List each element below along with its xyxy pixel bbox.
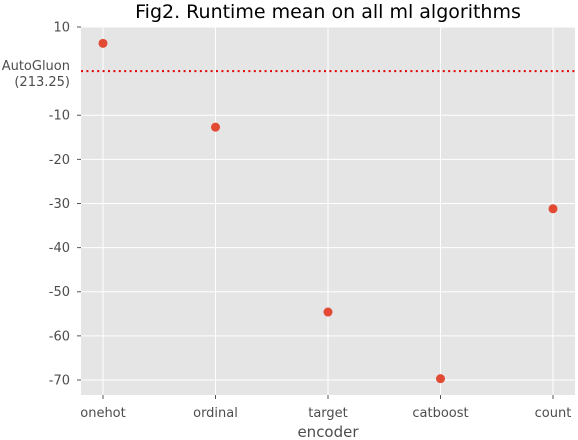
data-points bbox=[98, 38, 558, 384]
y-tick-labels: 10 -10 -20 -30 -40 -50 -60 -70 bbox=[49, 21, 70, 389]
x-tick-label: onehot bbox=[80, 406, 125, 421]
y-tick-label: 10 bbox=[53, 21, 70, 36]
reference-label-line1: AutoGluon bbox=[2, 59, 70, 74]
x-axis-label: encoder bbox=[297, 423, 359, 440]
chart-title: Fig2. Runtime mean on all ml algorithms bbox=[135, 1, 521, 23]
x-tick-label: target bbox=[308, 406, 348, 421]
x-tick-label: ordinal bbox=[193, 406, 238, 421]
data-point-onehot bbox=[98, 38, 108, 48]
data-point-catboost bbox=[436, 374, 445, 384]
data-point-target bbox=[323, 307, 333, 317]
reference-label-line2: (213.25) bbox=[14, 75, 70, 90]
y-tick-label: -10 bbox=[49, 109, 70, 124]
data-point-count bbox=[548, 204, 558, 214]
x-tick-label: catboost bbox=[412, 406, 468, 421]
y-tick-label: -50 bbox=[49, 285, 70, 300]
y-gridlines bbox=[77, 26, 575, 381]
x-tick-labels: onehot ordinal target catboost count bbox=[80, 406, 571, 421]
y-tick-label: -40 bbox=[49, 241, 70, 256]
data-point-ordinal bbox=[211, 122, 220, 132]
y-tick-label: -60 bbox=[49, 329, 70, 344]
x-tick-label: count bbox=[535, 406, 572, 421]
y-tick-label: -70 bbox=[49, 373, 70, 388]
y-tick-label: -30 bbox=[49, 197, 70, 212]
y-tick-label: -20 bbox=[49, 153, 70, 168]
